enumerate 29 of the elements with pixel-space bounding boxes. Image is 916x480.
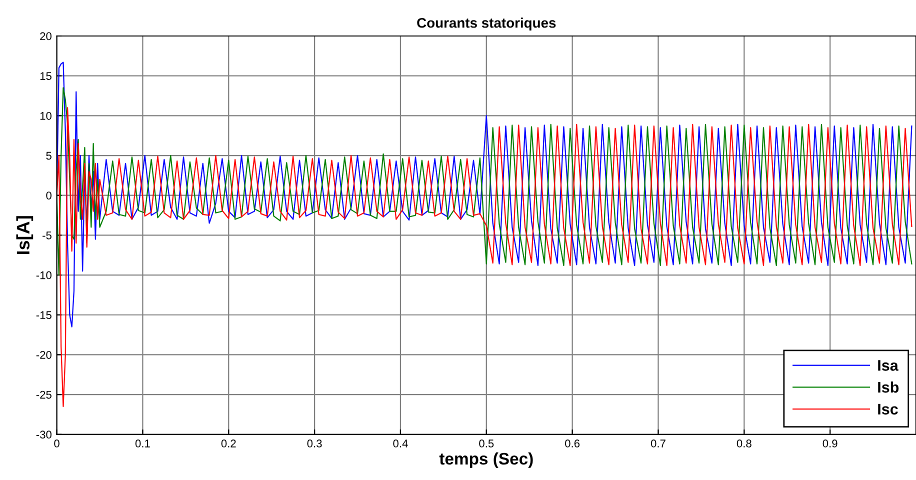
y-tick-label: -5 [42,232,52,240]
x-tick-label: 0.1 [135,440,150,448]
x-tick-label: 0.6 [565,440,580,448]
y-tick-label: -20 [36,350,52,359]
y-tick-label: -15 [36,311,52,320]
y-tick-label: -30 [36,430,52,439]
y-tick-label: -25 [36,390,52,399]
y-tick-label: 20 [40,32,52,40]
y-tick-label: 10 [40,112,52,120]
x-axis-title: temps (Sec) [439,452,533,468]
legend-label: Isb [878,381,899,393]
x-tick-label: 0.7 [650,440,666,448]
chart-title: Courants statoriques [417,18,556,31]
line-series [56,87,912,276]
y-tick-label: 5 [46,152,52,160]
y-tick-label: -10 [36,271,52,280]
x-tick-label: 0.4 [393,440,408,448]
x-tick-label: 0.5 [479,440,494,448]
line-series [56,62,912,328]
y-axis-title: Is[A] [16,216,34,254]
x-tick-label: 0 [54,440,60,448]
y-tick-label: 0 [46,192,52,200]
legend-label: Isc [878,404,898,415]
y-tick-label: 15 [40,72,52,80]
x-tick-label: 0.3 [307,440,322,448]
x-tick-label: 0.9 [822,440,838,448]
x-tick-label: 0.2 [221,440,236,448]
x-tick-label: 0.8 [736,440,752,448]
legend-label: Isa [878,360,898,371]
